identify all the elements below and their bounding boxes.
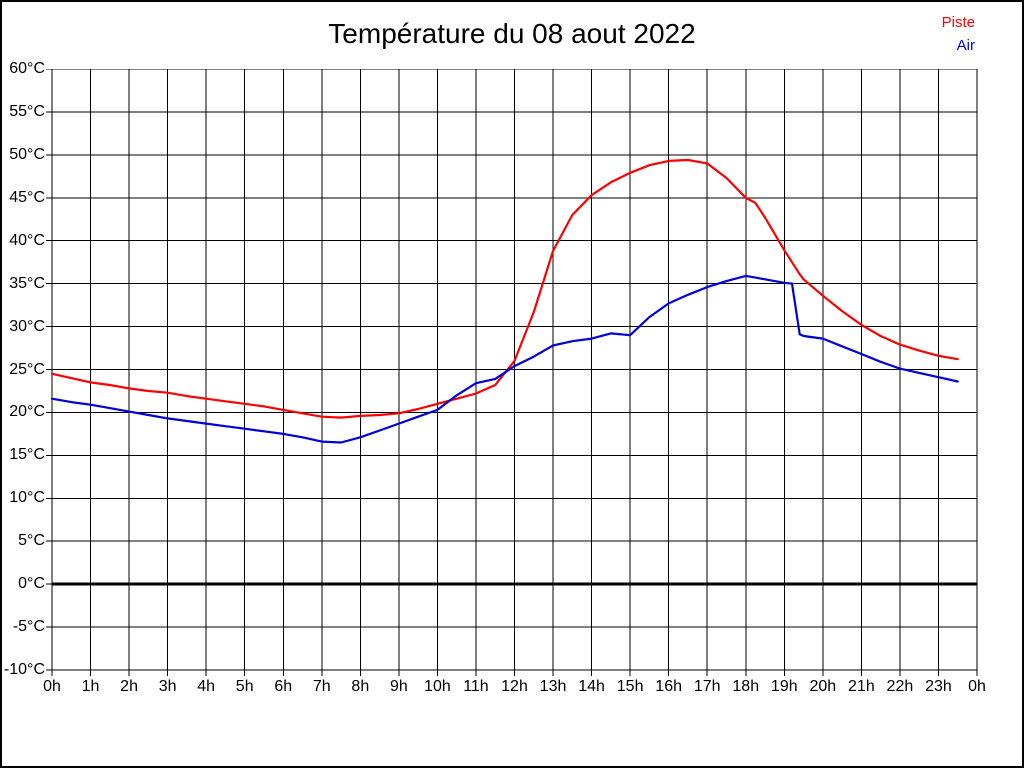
y-tick-label: 40°C xyxy=(9,231,45,249)
x-tick-label: 0h xyxy=(43,678,61,695)
y-tick-label: 50°C xyxy=(9,145,45,163)
chart-canvas xyxy=(46,69,978,676)
x-tick-label: 0h xyxy=(968,678,986,695)
x-tick-label: 1h xyxy=(81,678,100,695)
x-tick-label: 14h xyxy=(578,678,605,695)
x-tick-label: 7h xyxy=(312,678,331,695)
y-tick-label: 15°C xyxy=(9,446,45,464)
x-tick-label: 10h xyxy=(424,678,451,695)
x-tick-label: 19h xyxy=(770,678,798,695)
y-tick-label: 55°C xyxy=(9,102,45,120)
x-tick-label: 6h xyxy=(274,678,293,695)
x-tick-label: 20h xyxy=(809,678,837,695)
x-tick-label: 13h xyxy=(539,678,567,695)
y-tick-label: 0°C xyxy=(18,575,45,593)
legend-item-piste: Piste xyxy=(941,14,975,31)
x-tick-label: 16h xyxy=(655,678,682,695)
x-tick-label: 11h xyxy=(463,678,489,695)
y-tick-label: 10°C xyxy=(9,489,45,507)
y-tick-label: 45°C xyxy=(9,188,45,206)
legend: Piste Air xyxy=(942,11,975,57)
y-tick-label: 60°C xyxy=(9,60,45,77)
x-tick-label: 23h xyxy=(925,678,952,695)
x-tick-label: 4h xyxy=(197,678,216,695)
x-tick-label: 17h xyxy=(693,678,721,695)
y-tick-label: 5°C xyxy=(18,532,45,550)
x-tick-label: 9h xyxy=(389,678,408,695)
x-tick-label: 18h xyxy=(732,678,760,695)
x-tick-label: 21h xyxy=(848,678,875,695)
chart-title: Température du 08 aout 2022 xyxy=(328,18,696,49)
x-tick-label: 22h xyxy=(886,678,914,695)
y-tick-label: -10°C xyxy=(3,661,45,678)
legend-item-air: Air xyxy=(956,37,975,54)
x-tick-label: 12h xyxy=(501,678,528,695)
series-air-line xyxy=(50,274,959,444)
x-tick-label: 5h xyxy=(235,678,254,695)
y-tick-label: -5°C xyxy=(12,618,45,636)
x-tick-label: 15h xyxy=(616,678,644,695)
y-tick-label: 35°C xyxy=(9,274,45,292)
y-tick-label: 30°C xyxy=(9,317,45,335)
x-tick-label: 8h xyxy=(351,678,370,695)
x-tick-label: 2h xyxy=(120,678,138,695)
x-tick-label: 3h xyxy=(158,678,177,695)
series-piste-line xyxy=(50,158,959,419)
y-tick-label: 20°C xyxy=(9,403,45,421)
y-tick-label: 25°C xyxy=(9,360,45,378)
